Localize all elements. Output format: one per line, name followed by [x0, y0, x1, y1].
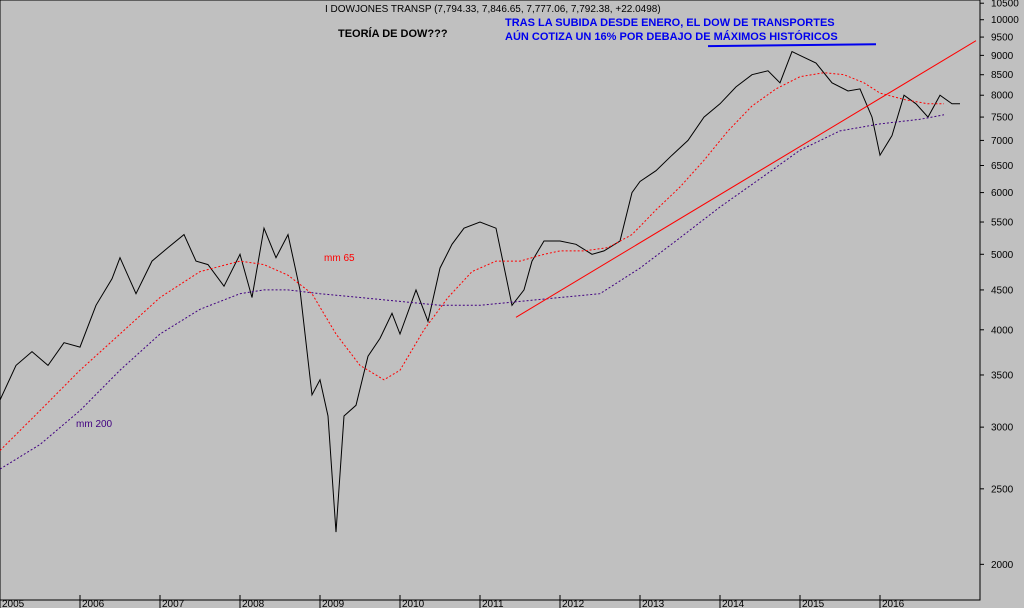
y-tick-label: 2000 [991, 560, 1014, 571]
y-tick-label: 6500 [991, 161, 1014, 172]
x-tick-label: 2010 [402, 599, 425, 608]
y-tick-label: 9500 [991, 33, 1014, 44]
series-labels: mm 65 mm 200 [76, 253, 355, 430]
y-tick-label: 7000 [991, 136, 1014, 147]
mm200-label: mm 200 [76, 419, 113, 430]
x-tick-label: 2008 [242, 599, 265, 608]
mm65-label: mm 65 [324, 253, 355, 264]
mm200-line [0, 114, 945, 470]
x-tick-label: 2014 [722, 599, 745, 608]
price-line [0, 50, 960, 533]
x-tick-label: 2006 [82, 599, 105, 608]
y-axis: 10500 10000 9500 9000 8500 8000 7500 7000 6500 60… [980, 0, 1019, 571]
y-tick-label: 3500 [991, 370, 1014, 381]
x-tick-label: 2012 [562, 599, 585, 608]
annotation-line-1: TRAS LA SUBIDA DESDE ENERO, EL DOW DE TR… [505, 17, 835, 29]
y-tick-label: 7500 [991, 113, 1014, 124]
chart-heading: TEORÍA DE DOW??? [338, 27, 448, 40]
x-tick-label: 2015 [802, 599, 825, 608]
y-tick-label: 8500 [991, 70, 1014, 81]
y-tick-label: 6000 [991, 188, 1014, 199]
x-tick-label: 2005 [2, 599, 25, 608]
plot-frame [0, 0, 981, 601]
y-tick-label: 2500 [991, 484, 1014, 495]
x-tick-label: 2016 [882, 599, 905, 608]
chart-title: I DOWJONES TRANSP (7,794.33, 7,846.65, 7… [325, 4, 661, 15]
x-tick-label: 2007 [162, 599, 185, 608]
x-axis: 2005 2006 2007 2008 2009 2010 2011 2012 2013 2014… [0, 595, 905, 608]
y-tick-label: 8000 [991, 91, 1014, 102]
y-tick-label: 10500 [991, 0, 1019, 10]
mm65-line [0, 72, 944, 451]
y-tick-label: 5500 [991, 218, 1014, 229]
x-tick-label: 2009 [322, 599, 345, 608]
annotation-line-2: AÚN COTIZA UN 16% POR DEBAJO DE MÁXIMOS … [505, 30, 838, 43]
max-level-line [707, 43, 877, 48]
x-tick-label: 2013 [642, 599, 665, 608]
y-tick-label: 4500 [991, 285, 1014, 296]
series-layer [0, 40, 977, 533]
y-tick-label: 4000 [991, 325, 1014, 336]
y-tick-label: 3000 [991, 423, 1014, 434]
y-tick-label: 10000 [991, 15, 1019, 26]
y-tick-label: 5000 [991, 250, 1014, 261]
y-tick-label: 9000 [991, 51, 1014, 62]
trendline [515, 40, 977, 318]
x-tick-label: 2011 [482, 599, 504, 608]
